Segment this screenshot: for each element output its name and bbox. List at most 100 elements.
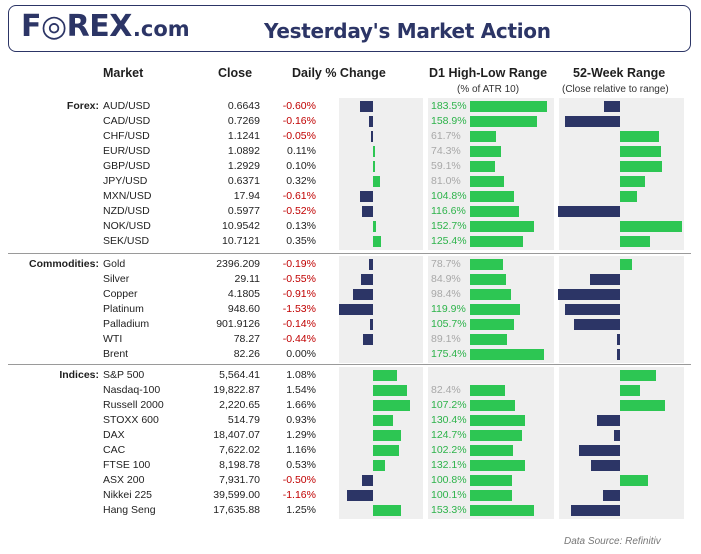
group-label: Indices: [59, 369, 99, 381]
close-value: 901.9126 [216, 318, 260, 330]
d1-range-label: 107.2% [431, 399, 467, 411]
market-name: FTSE 100 [103, 459, 151, 471]
market-name: NOK/USD [103, 220, 151, 232]
daily-change-label: 1.08% [286, 369, 316, 381]
d1-range-bar [470, 349, 544, 360]
close-value: 5,564.41 [219, 369, 260, 381]
d1-range-label: 84.9% [431, 273, 461, 285]
daily-change-label: 0.93% [286, 414, 316, 426]
close-value: 7,622.02 [219, 444, 260, 456]
daily-change-bar [373, 221, 376, 232]
daily-change-bar [361, 206, 373, 217]
d1-range-bar [470, 221, 535, 232]
market-name: Brent [103, 348, 129, 360]
week52-bar [557, 206, 620, 217]
market-name: Palladium [103, 318, 150, 330]
d1-range-label: 89.1% [431, 333, 461, 345]
daily-change-label: -0.05% [282, 130, 316, 142]
d1-range-bar [470, 289, 512, 300]
d1-range-bar [470, 146, 502, 157]
logo-main: F◎REX [21, 9, 132, 44]
d1-range-bar [470, 131, 496, 142]
d1-range-bar [470, 475, 513, 486]
d1-range-bar [470, 101, 548, 112]
market-name: ASX 200 [103, 474, 145, 486]
daily-change-label: -0.16% [282, 115, 316, 127]
daily-change-label: 1.25% [286, 504, 316, 516]
close-value: 514.79 [227, 414, 260, 426]
column-subheader-d1-range: (% of ATR 10) [457, 84, 520, 95]
market-name: CHF/USD [103, 130, 150, 142]
market-name: AUD/USD [103, 100, 151, 112]
daily-change-label: -0.44% [282, 333, 316, 345]
close-value: 19,822.87 [213, 384, 260, 396]
column-header-close: Close [218, 66, 253, 80]
forex-logo: F◎REX .com [21, 9, 190, 49]
week52-bar [602, 490, 620, 501]
close-value: 29.11 [234, 273, 261, 285]
close-value: 10.9542 [222, 220, 260, 232]
week52-bar [620, 236, 651, 247]
close-value: 39,599.00 [213, 489, 260, 501]
week52-bar [620, 176, 645, 187]
daily-change-label: 1.29% [286, 429, 316, 441]
d1-range-label: 132.1% [431, 459, 467, 471]
daily-change-label: 0.00% [286, 348, 316, 360]
d1-range-bar [470, 460, 526, 471]
daily-change-bar [339, 304, 373, 315]
d1-range-bar [470, 259, 504, 270]
d1-range-bar [470, 415, 525, 426]
daily-change-label: -0.52% [282, 205, 316, 217]
daily-change-bar [359, 101, 373, 112]
d1-range-label: 61.7% [431, 130, 461, 142]
page-title: Yesterday's Market Action [264, 19, 551, 43]
market-name: Nikkei 225 [103, 489, 153, 501]
daily-change-label: -1.53% [282, 303, 316, 315]
daily-change-bar [373, 370, 397, 381]
d1-range-label: 100.8% [431, 474, 467, 486]
daily-change-bar [373, 236, 381, 247]
daily-change-bar [373, 146, 376, 157]
close-value: 0.6371 [227, 175, 260, 187]
d1-range-bar [470, 304, 521, 315]
daily-change-label: 0.35% [286, 235, 316, 247]
week52-bar [617, 334, 620, 345]
week52-bar [620, 475, 648, 486]
daily-change-label: -0.61% [282, 190, 316, 202]
column-header-d1-range: D1 High-Low Range [429, 66, 548, 80]
market-name: GBP/USD [103, 160, 151, 172]
week52-bar [617, 349, 620, 360]
daily-change-bar [368, 259, 373, 270]
d1-range-label: 153.3% [431, 504, 467, 516]
d1-range-label: 74.3% [431, 145, 461, 157]
daily-change-bar [362, 475, 373, 486]
d1-range-bar [470, 191, 515, 202]
week52-bar [620, 221, 683, 232]
d1-range-label: 119.9% [431, 303, 466, 315]
daily-change-bar [373, 460, 385, 471]
d1-range-bar [470, 161, 495, 172]
d1-range-label: 100.1% [431, 489, 467, 501]
d1-range-label: 81.0% [431, 175, 461, 187]
week52-bar [620, 259, 632, 270]
market-name: SEK/USD [103, 235, 150, 247]
d1-range-label: 98.4% [431, 288, 461, 300]
week52-bar [589, 274, 620, 285]
d1-range-label: 78.7% [431, 258, 461, 270]
daily-change-bar [373, 415, 394, 426]
week52-bar [564, 116, 620, 127]
daily-change-bar [369, 319, 373, 330]
daily-change-bar [373, 176, 381, 187]
d1-range-bar [470, 430, 523, 441]
close-value: 0.5977 [227, 205, 260, 217]
data-source-note: Data Source: Refinitiv [564, 536, 661, 547]
close-value: 2,220.65 [219, 399, 260, 411]
header-box: F◎REX .com Yesterday's Market Action [8, 5, 691, 52]
close-value: 7,931.70 [219, 474, 260, 486]
close-value: 1.0892 [227, 145, 260, 157]
close-value: 82.26 [233, 348, 260, 360]
d1-range-bar [470, 274, 506, 285]
column-header-daily-change: Daily % Change [292, 66, 386, 80]
market-name: NZD/USD [103, 205, 150, 217]
daily-change-bar [352, 289, 373, 300]
